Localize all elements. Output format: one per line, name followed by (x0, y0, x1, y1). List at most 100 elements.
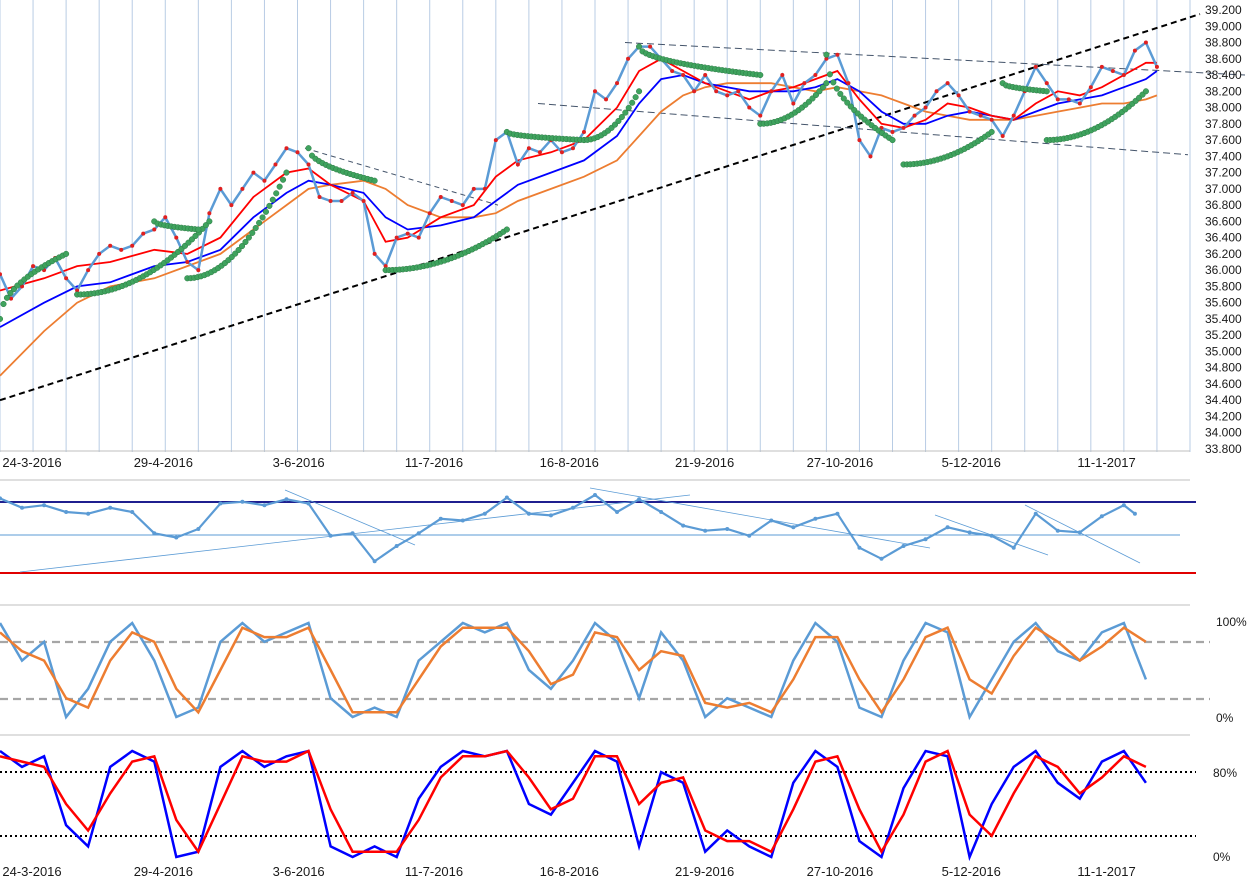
price-point (1066, 97, 1071, 102)
sar-point (833, 85, 840, 92)
momentum-trendline (589, 487, 931, 549)
momentum-point (725, 527, 730, 531)
sar-point (844, 99, 851, 106)
price-point (780, 73, 785, 78)
price-point (934, 89, 939, 94)
price-point (174, 235, 179, 240)
price-point (670, 68, 675, 73)
price-point (967, 109, 972, 114)
price-point (284, 146, 289, 151)
x-tick-label: 29-4-2016 (134, 455, 193, 470)
sar-point (1142, 88, 1149, 95)
price-point (185, 260, 190, 265)
momentum-point (394, 544, 399, 548)
momentum-trendline (284, 489, 416, 546)
sar-point (259, 214, 266, 221)
oscillator2-panel: 80% 0% (0, 734, 1237, 864)
price-point (890, 129, 895, 134)
price-point (306, 162, 311, 167)
y-tick-label: 35.400 (1205, 312, 1242, 326)
price-x-axis: 24-3-2016 29-4-2016 3-6-2016 11-7-2016 16-8-… (2, 455, 1135, 470)
sar-point (830, 79, 837, 86)
price-point (493, 138, 498, 143)
sar-point (266, 202, 273, 209)
sar-point (252, 224, 259, 232)
momentum-point (86, 511, 91, 516)
sar-point (262, 208, 270, 215)
momentum-point (945, 525, 950, 530)
sar-point (503, 226, 510, 233)
sar-point (0, 300, 7, 308)
channel-bottom-line (537, 102, 1189, 156)
sar-point (245, 234, 252, 241)
sar-point (840, 95, 847, 102)
price-point (317, 194, 322, 199)
price-point (615, 81, 620, 86)
momentum-point (747, 533, 752, 538)
momentum-point (659, 510, 664, 514)
price-point (438, 194, 443, 199)
x-tick-label: 11-1-2017 (1077, 455, 1135, 470)
x-tick-label: 16-8-2016 (540, 864, 599, 879)
price-y-axis: 33.800 34.000 34.200 34.400 34.600 34.800 35.0… (1205, 3, 1242, 456)
momentum-point (570, 505, 575, 510)
price-point (526, 146, 531, 151)
momentum-point (1055, 528, 1060, 533)
sar-point (618, 113, 625, 121)
x-tick-label: 5-12-2016 (942, 455, 1001, 470)
oscillator2-top-label: 80% (1213, 766, 1237, 780)
price-point (0, 272, 2, 277)
price-point (537, 150, 542, 155)
y-tick-label: 38.800 (1205, 36, 1242, 50)
sar-point (632, 94, 639, 101)
y-tick-label: 37.400 (1205, 149, 1242, 163)
price-point (163, 215, 168, 220)
momentum-point (130, 510, 135, 514)
price-point (769, 89, 774, 94)
momentum-point (548, 513, 553, 518)
momentum-point (350, 531, 355, 536)
price-point (350, 190, 355, 195)
price-point (1044, 81, 1049, 86)
x-tick-label: 11-1-2017 (1077, 864, 1135, 879)
sar-point (816, 88, 823, 95)
price-point (229, 203, 234, 208)
price-point (9, 296, 14, 301)
y-tick-label: 36.800 (1205, 198, 1242, 212)
x-tick-label: 21-9-2016 (675, 455, 734, 470)
price-point (570, 146, 575, 151)
price-point (86, 268, 91, 273)
sar-point (371, 177, 378, 184)
price-point (240, 186, 245, 191)
momentum-point (306, 501, 311, 506)
sar-point (269, 196, 276, 203)
momentum-point (174, 535, 179, 540)
momentum-point (615, 510, 620, 514)
y-tick-label: 37.600 (1205, 133, 1242, 147)
oscillator-panel: 100% 0% (0, 604, 1247, 725)
price-point (802, 81, 807, 86)
sar-point (615, 117, 622, 125)
oscillator-series-line (0, 626, 1147, 715)
price-point (427, 211, 432, 216)
momentum-panel (0, 479, 1196, 574)
price-point (218, 186, 223, 191)
y-tick-label: 39.200 (1205, 3, 1242, 17)
price-point (1077, 101, 1082, 106)
sar-point (823, 51, 830, 58)
price-point (978, 113, 983, 118)
price-point (1033, 64, 1038, 69)
y-tick-label: 37.800 (1205, 117, 1242, 131)
trendline-primary (0, 13, 1201, 402)
oscillator2-series-line (0, 749, 1147, 862)
x-tick-label: 29-4-2016 (134, 864, 193, 879)
momentum-point (879, 556, 884, 561)
y-tick-label: 35.000 (1205, 344, 1242, 358)
price-point (75, 288, 80, 293)
momentum-point (438, 516, 443, 521)
price-point (130, 243, 135, 248)
sar-point (757, 71, 764, 79)
price-point (1154, 64, 1159, 69)
sar-point (7, 290, 14, 297)
